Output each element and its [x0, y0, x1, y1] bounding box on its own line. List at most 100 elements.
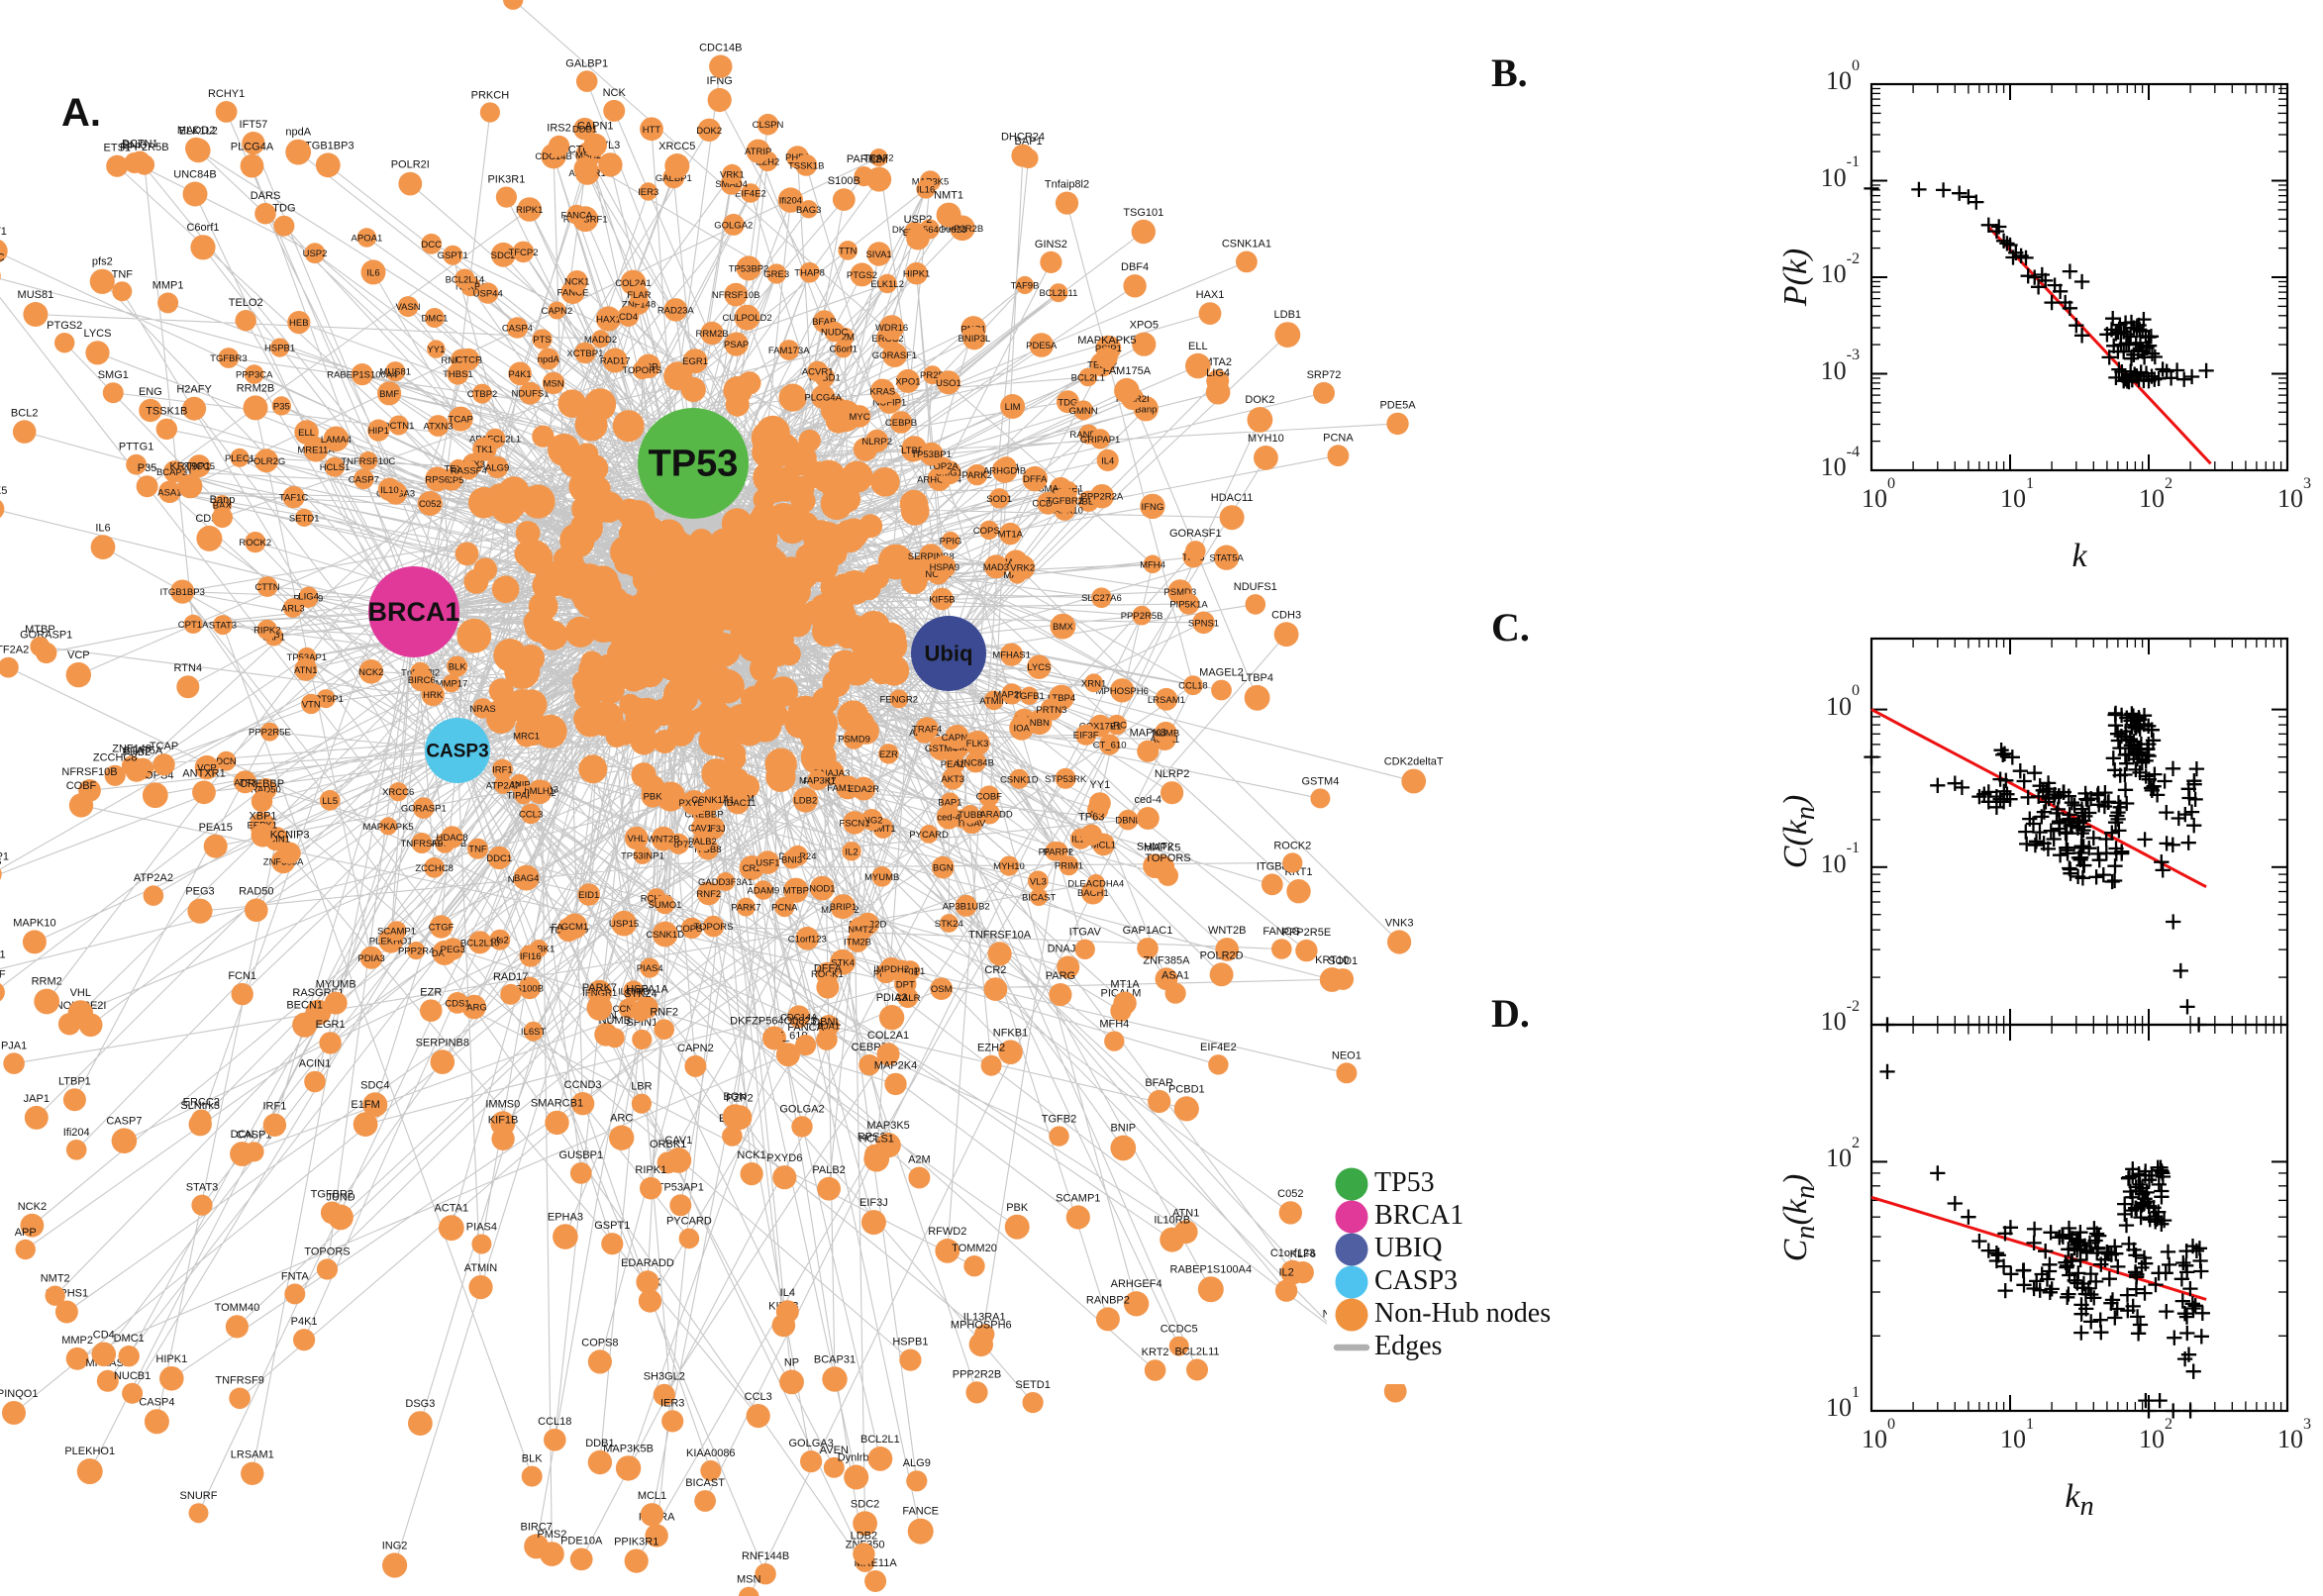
svg-text:DOK2: DOK2 [696, 126, 722, 137]
svg-text:GOLGA3: GOLGA3 [788, 1438, 833, 1449]
svg-text:STK24: STK24 [624, 988, 657, 1000]
svg-text:SNURF: SNURF [180, 1490, 218, 1502]
svg-text:ACIN1: ACIN1 [299, 1058, 331, 1070]
svg-text:ITM2B: ITM2B [844, 938, 871, 948]
svg-text:NRAS: NRAS [469, 704, 495, 715]
svg-text:VRK2: VRK2 [1010, 563, 1035, 574]
svg-text:IL6: IL6 [366, 267, 379, 278]
svg-text:CREBBP: CREBBP [240, 778, 284, 790]
svg-text:PIP5K1A: PIP5K1A [1169, 600, 1208, 611]
svg-text:IRF1: IRF1 [492, 765, 513, 776]
svg-text:BCL2L1: BCL2L1 [860, 1434, 900, 1446]
svg-text:BMF: BMF [0, 968, 6, 980]
svg-text:MMP2: MMP2 [61, 1335, 93, 1347]
svg-text:Ifi204: Ifi204 [63, 1127, 90, 1139]
svg-text:BICAST: BICAST [685, 1477, 725, 1489]
svg-text:XPO1: XPO1 [895, 376, 920, 387]
svg-text:H2AFY: H2AFY [176, 384, 212, 396]
svg-text:MYH10: MYH10 [993, 861, 1025, 872]
svg-text:CD4: CD4 [93, 1329, 115, 1341]
svg-text:STAT3: STAT3 [209, 621, 237, 632]
svg-text:SUMO1: SUMO1 [649, 900, 682, 911]
svg-text:PYCARD: PYCARD [666, 1216, 712, 1228]
svg-text:ACTA1: ACTA1 [434, 1202, 468, 1214]
svg-text:P35: P35 [138, 462, 157, 474]
svg-text:CCL18: CCL18 [1178, 681, 1208, 692]
svg-text:BMF: BMF [379, 389, 399, 400]
svg-text:NDUFS1: NDUFS1 [1234, 581, 1277, 593]
svg-text:E1FM: E1FM [351, 1099, 379, 1111]
svg-text:IL4: IL4 [1101, 455, 1114, 466]
svg-text:GORASF1: GORASF1 [872, 350, 917, 361]
svg-text:SLC27A6: SLC27A6 [1081, 593, 1122, 604]
svg-text:TOPORS: TOPORS [694, 922, 734, 933]
svg-text:HIP1: HIP1 [368, 426, 389, 437]
svg-text:CSNK1A1: CSNK1A1 [691, 795, 734, 806]
svg-text:EPHA3: EPHA3 [548, 1211, 583, 1223]
svg-text:NCK2: NCK2 [18, 1201, 47, 1213]
svg-text:NLRP2: NLRP2 [861, 437, 892, 448]
svg-text:DCC: DCC [421, 240, 442, 250]
svg-text:PLEC1: PLEC1 [225, 453, 254, 464]
svg-text:ASA1: ASA1 [157, 487, 181, 498]
svg-text:FANCA: FANCA [787, 1022, 824, 1034]
svg-text:ZCCHC8: ZCCHC8 [93, 752, 138, 764]
svg-text:ERCC2: ERCC2 [183, 1096, 220, 1108]
svg-text:MFHAS1: MFHAS1 [992, 650, 1031, 661]
svg-text:IFT57: IFT57 [240, 119, 268, 131]
svg-text:PTTG1: PTTG1 [119, 442, 153, 453]
svg-text:PRKCH: PRKCH [471, 89, 510, 101]
svg-text:CEBPB: CEBPB [885, 418, 917, 429]
svg-text:DMC1: DMC1 [421, 314, 448, 325]
svg-text:IMPDH2: IMPDH2 [873, 964, 909, 975]
svg-text:CAPN1: CAPN1 [577, 121, 614, 133]
svg-text:SETD1: SETD1 [1015, 1379, 1050, 1391]
svg-text:TNF: TNF [468, 845, 487, 855]
svg-text:GRIPAP1: GRIPAP1 [1080, 435, 1120, 446]
svg-text:ELL: ELL [298, 428, 315, 439]
svg-text:VNK3: VNK3 [1385, 917, 1414, 929]
svg-text:MFH4: MFH4 [1099, 1018, 1129, 1030]
svg-text:NUDC: NUDC [821, 328, 849, 339]
svg-text:PCNA: PCNA [771, 903, 798, 914]
svg-text:IER3: IER3 [660, 1397, 684, 1409]
svg-text:RNF2: RNF2 [650, 1006, 678, 1018]
svg-text:RIPK1: RIPK1 [516, 205, 543, 216]
svg-text:SMG1: SMG1 [98, 369, 129, 381]
svg-text:LAMA4: LAMA4 [321, 435, 352, 446]
svg-text:RABEP1S100A4: RABEP1S100A4 [327, 370, 397, 381]
svg-text:COBF: COBF [66, 780, 97, 792]
svg-text:LDB2: LDB2 [851, 1530, 878, 1542]
svg-text:SMARCB1: SMARCB1 [531, 1098, 583, 1110]
svg-text:CEBPB: CEBPB [0, 855, 2, 867]
svg-text:IL2: IL2 [845, 847, 858, 857]
svg-text:JAP1: JAP1 [24, 1093, 50, 1105]
svg-text:MFH4: MFH4 [1140, 559, 1165, 570]
svg-text:PBK: PBK [644, 791, 663, 802]
svg-text:CAPN2: CAPN2 [677, 1043, 714, 1054]
svg-text:CCDC5: CCDC5 [1161, 1324, 1198, 1336]
svg-text:USP2: USP2 [303, 249, 328, 259]
svg-text:GORASF1: GORASF1 [1169, 528, 1222, 540]
svg-text:TP53AP1: TP53AP1 [657, 1181, 704, 1193]
svg-text:ARHGEF4: ARHGEF4 [1111, 1278, 1162, 1290]
svg-text:CDS1: CDS1 [445, 998, 469, 1009]
svg-text:GAP1AC1: GAP1AC1 [1123, 925, 1173, 937]
svg-text:SOD1: SOD1 [1328, 955, 1358, 967]
svg-text:MAPKAPK5: MAPKAPK5 [1077, 335, 1136, 347]
svg-text:TP53INP1: TP53INP1 [621, 850, 664, 861]
svg-text:SETD1: SETD1 [289, 513, 320, 524]
svg-text:MPHOSPH6: MPHOSPH6 [951, 1320, 1012, 1332]
svg-text:BAG4: BAG4 [514, 873, 539, 884]
svg-text:EID1: EID1 [578, 890, 599, 901]
svg-text:HAX1: HAX1 [596, 315, 621, 326]
svg-text:BCL2: BCL2 [11, 407, 39, 419]
svg-text:CCL3: CCL3 [745, 1391, 772, 1403]
svg-text:MAPKAPK5: MAPKAPK5 [362, 822, 413, 833]
svg-text:PARK7: PARK7 [731, 903, 760, 914]
svg-text:TGFB2: TGFB2 [1042, 1114, 1076, 1126]
svg-text:OSM: OSM [931, 984, 953, 995]
svg-text:PALB2: PALB2 [688, 837, 717, 848]
svg-text:NFRSF10B: NFRSF10B [712, 290, 760, 301]
svg-text:TOPORS: TOPORS [304, 1247, 350, 1258]
